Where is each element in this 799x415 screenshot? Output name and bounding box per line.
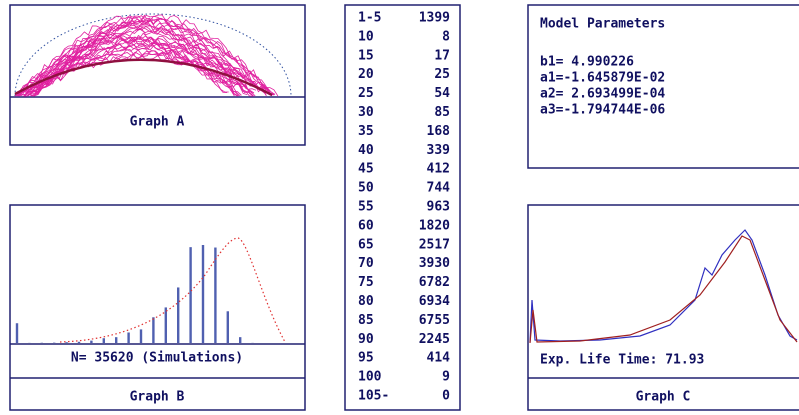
- simulation: [16, 21, 238, 97]
- simulation: [30, 34, 235, 97]
- row-count: 168: [427, 124, 451, 139]
- row-label: 55: [358, 200, 374, 215]
- bar: [201, 245, 205, 343]
- bar: [77, 341, 81, 343]
- row-label: 95: [358, 351, 374, 366]
- row-label: 20: [358, 67, 374, 82]
- row-label: 40: [358, 143, 374, 158]
- row-count: 85: [434, 105, 450, 120]
- row-count: 412: [427, 162, 450, 177]
- bar: [152, 317, 155, 343]
- table: 1-5 1399 10 8 15 17 20 25 25 54 30 85 35 168 40 339 45 41…: [358, 11, 450, 404]
- bar: [102, 338, 105, 343]
- graph-c-fit: [529, 235, 798, 344]
- row-label: 70: [358, 256, 374, 271]
- row-count: 2245: [419, 332, 450, 347]
- row-count: 17: [434, 48, 450, 63]
- simulation: [24, 18, 266, 97]
- row-label: 15: [358, 48, 374, 63]
- parameters-title: Model Parameters: [540, 17, 665, 32]
- row-label: 45: [358, 162, 374, 177]
- row-label: 50: [358, 181, 374, 196]
- row-count: 963: [427, 200, 450, 215]
- bar: [177, 287, 180, 343]
- parameter: b1= 4.990226: [540, 55, 634, 70]
- graph-c-panel: [527, 204, 799, 411]
- row-label: 25: [358, 86, 374, 101]
- simulation: [30, 25, 267, 97]
- mean: [14, 58, 273, 97]
- bar: [65, 342, 68, 343]
- bar: [214, 247, 217, 343]
- parameter: a1=-1.645879E-02: [540, 71, 665, 86]
- row-count: 1399: [419, 11, 450, 26]
- row-count: 2517: [419, 237, 450, 252]
- parameter: a2= 2.693499E-04: [540, 87, 665, 102]
- row-label: 35: [358, 124, 374, 139]
- graph-b-caption: N= 35620 (Simulations): [71, 351, 243, 366]
- row-count: 8: [442, 29, 450, 44]
- row-label: 65: [358, 237, 374, 252]
- bar: [226, 311, 229, 343]
- row-label: 100: [358, 370, 382, 385]
- row-label: 30: [358, 105, 374, 120]
- simulation: [17, 26, 267, 96]
- row-count: 744: [427, 181, 451, 196]
- simulation: [29, 42, 242, 96]
- graph-b-label: Graph B: [130, 390, 185, 405]
- bar: [115, 337, 118, 343]
- row-label: 60: [358, 218, 374, 233]
- row-count: 339: [427, 143, 450, 158]
- row-label: 75: [358, 275, 374, 290]
- bar: [90, 340, 93, 343]
- simulation: [23, 36, 257, 97]
- row-count: 0: [442, 389, 450, 404]
- bar: [15, 323, 19, 343]
- simulation: [26, 32, 248, 97]
- bar: [189, 247, 192, 343]
- graph-c-observed: [529, 229, 798, 343]
- graph-c-label: Graph C: [636, 390, 691, 405]
- row-label: 80: [358, 294, 374, 309]
- bar: [164, 307, 167, 343]
- row-count: 3930: [419, 256, 450, 271]
- row-count: 25: [434, 67, 450, 82]
- row-count: 6782: [419, 275, 450, 290]
- row-count: 54: [434, 86, 450, 101]
- simulation: [31, 18, 273, 97]
- simulation: [19, 20, 272, 97]
- simulation: [16, 14, 253, 97]
- row-label: 90: [358, 332, 374, 347]
- graph-c-caption: Exp. Life Time: 71.93: [540, 353, 704, 368]
- row-count: 1820: [419, 218, 450, 233]
- row-label: 85: [358, 313, 374, 328]
- envelope: [14, 13, 292, 97]
- bar: [239, 337, 242, 343]
- parameter: a3=-1.794744E-06: [540, 103, 665, 118]
- parameters-panel: [527, 4, 799, 169]
- simulation: [16, 25, 266, 95]
- bar: [127, 332, 130, 343]
- graph-b-plot: [15, 245, 254, 343]
- graph-a-curves: [14, 13, 292, 97]
- simulation: [17, 15, 274, 97]
- bar: [139, 329, 143, 343]
- row-label: 1-5: [358, 11, 381, 26]
- row-label: 10: [358, 29, 374, 44]
- row-count: 9: [442, 370, 450, 385]
- graph-b-panel: [9, 204, 306, 411]
- row-label: 105-: [358, 389, 389, 404]
- row-count: 6934: [419, 294, 450, 309]
- row-count: 6755: [419, 313, 450, 328]
- simulation: [29, 53, 254, 97]
- table-panel: [344, 4, 461, 411]
- row-count: 414: [427, 351, 451, 366]
- graph-a-label: Graph A: [130, 115, 185, 130]
